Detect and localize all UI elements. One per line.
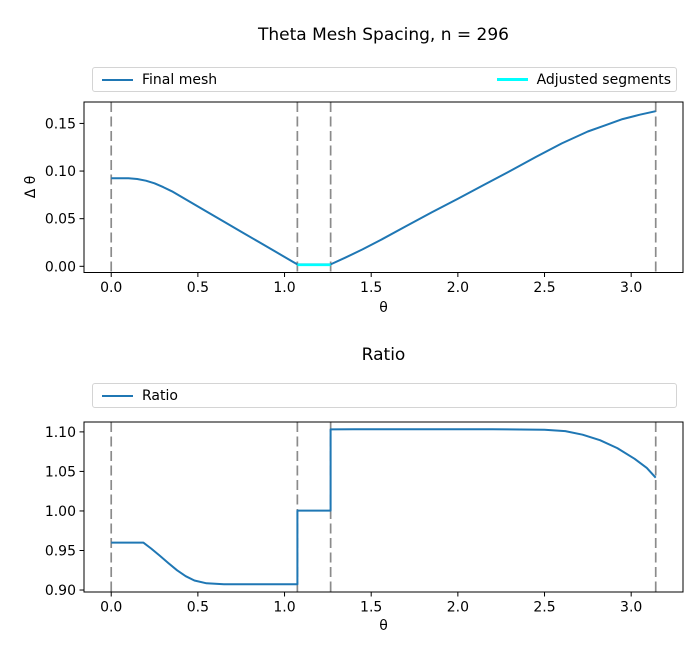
top-legend: Final mesh Adjusted segments bbox=[92, 67, 677, 92]
x-tick-label: 0.5 bbox=[187, 280, 209, 296]
legend-entry-adjusted-segments: Adjusted segments bbox=[496, 71, 671, 88]
y-tick-label: 0.00 bbox=[45, 259, 76, 275]
y-tick-label: 0.05 bbox=[45, 212, 76, 228]
x-tick-label: 2.5 bbox=[533, 280, 555, 296]
y-tick-label: 1.00 bbox=[45, 504, 76, 520]
y-tick-label: 1.05 bbox=[45, 464, 76, 480]
legend-label: Final mesh bbox=[142, 71, 218, 88]
y-tick-label: 1.10 bbox=[45, 425, 76, 441]
legend-label: Adjusted segments bbox=[536, 71, 671, 88]
legend-label: Ratio bbox=[142, 387, 178, 404]
bottom-legend: Ratio bbox=[92, 383, 677, 408]
x-tick-label: 1.5 bbox=[360, 600, 382, 616]
x-tick-label: 2.0 bbox=[447, 280, 469, 296]
legend-entry-final-mesh: Final mesh bbox=[102, 73, 217, 87]
x-tick-label: 0.0 bbox=[100, 280, 122, 296]
plot-frame bbox=[83, 101, 684, 273]
x-tick-label: 3.0 bbox=[620, 280, 642, 296]
plot-frame bbox=[83, 421, 684, 593]
x-tick-label: 0.5 bbox=[187, 600, 209, 616]
final-mesh-line bbox=[111, 110, 656, 266]
x-tick-label: 1.0 bbox=[273, 280, 295, 296]
x-tick-label: 2.5 bbox=[533, 600, 555, 616]
x-tick-label: 0.0 bbox=[100, 600, 122, 616]
x-tick-label: 1.0 bbox=[273, 600, 295, 616]
y-tick-label: 0.15 bbox=[45, 116, 76, 132]
ratio-line bbox=[111, 428, 657, 586]
bottom-plot-xlabel: θ bbox=[379, 618, 388, 634]
final-mesh-line-sample bbox=[102, 78, 133, 81]
top-plot-title: Theta Mesh Spacing, n = 296 bbox=[258, 25, 509, 45]
top-plot-xlabel: θ bbox=[379, 300, 388, 316]
y-tick-label: 0.95 bbox=[45, 543, 76, 559]
y-tick-label: 0.90 bbox=[45, 583, 76, 599]
x-tick-label: 2.0 bbox=[447, 600, 469, 616]
x-tick-label: 1.5 bbox=[360, 280, 382, 296]
adjusted-segments-line-sample bbox=[496, 78, 528, 81]
ratio-line-sample bbox=[102, 394, 133, 397]
legend-entry-ratio: Ratio bbox=[102, 389, 178, 403]
y-tick-label: 0.10 bbox=[45, 164, 76, 180]
x-tick-label: 3.0 bbox=[620, 600, 642, 616]
bottom-plot-title: Ratio bbox=[361, 345, 406, 365]
